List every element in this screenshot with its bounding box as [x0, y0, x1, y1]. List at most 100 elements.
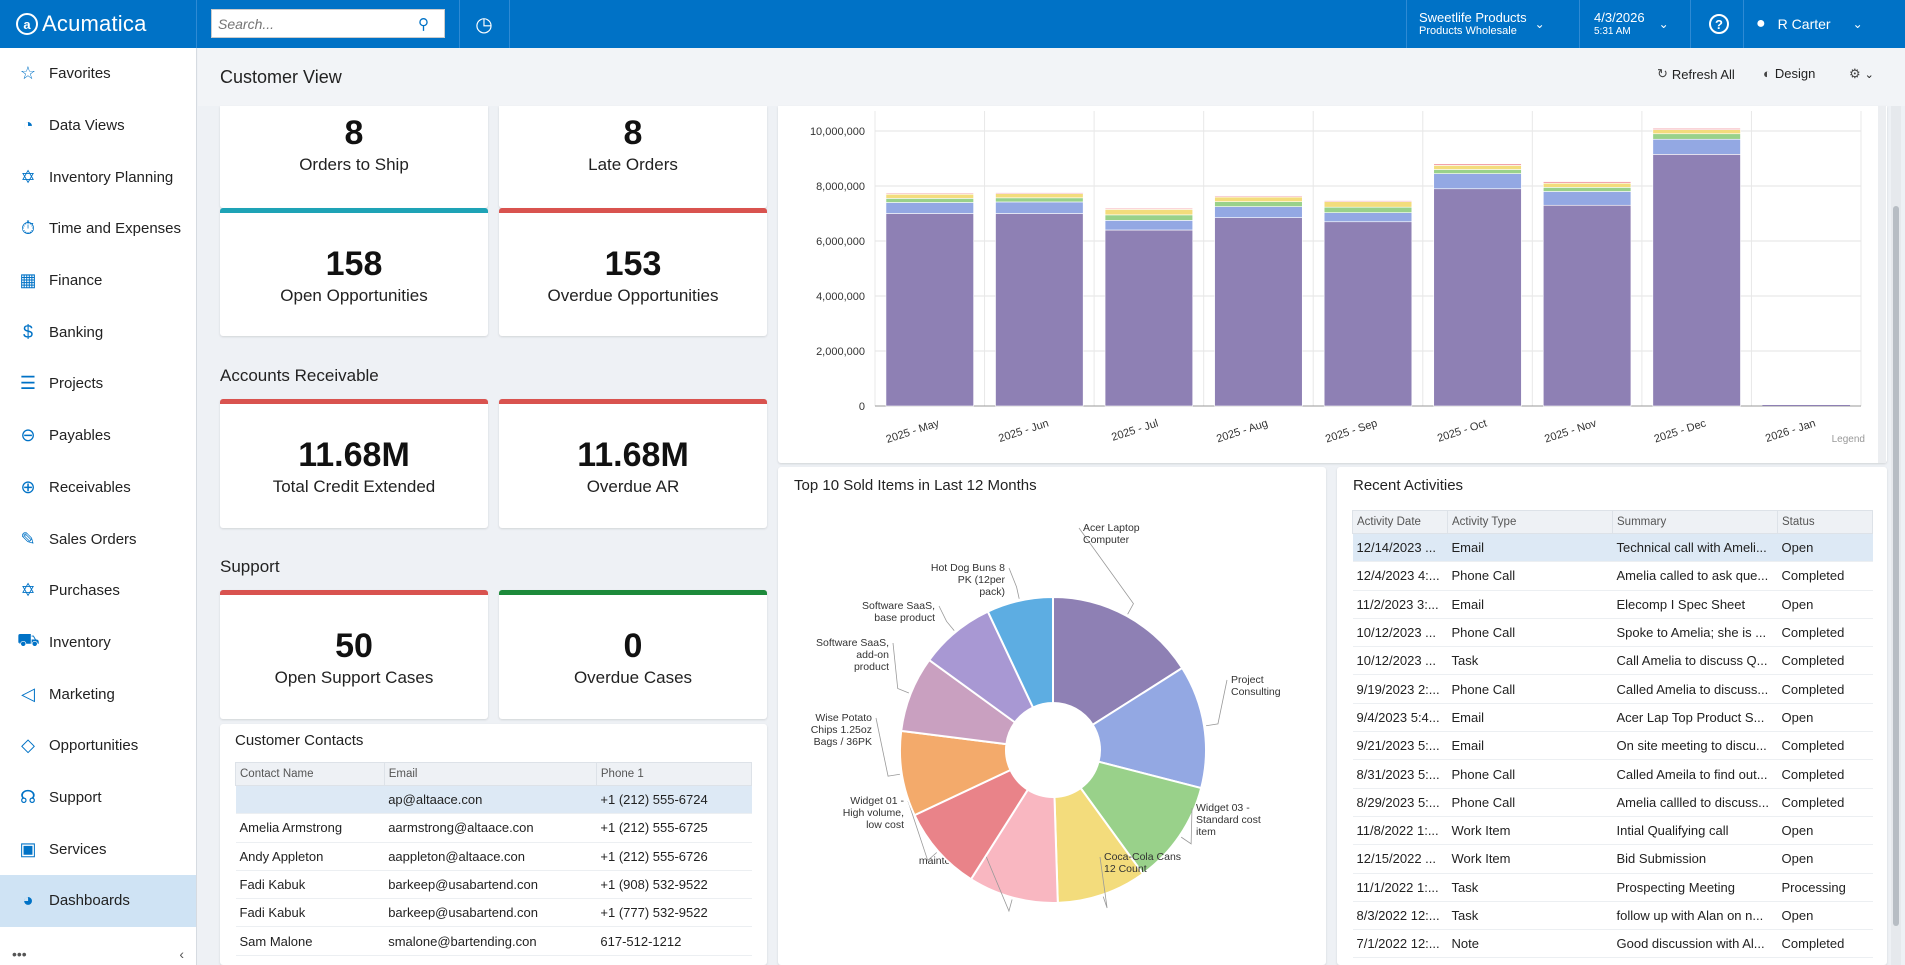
pie-slice[interactable]	[1091, 666, 1207, 790]
business-date-selector[interactable]: 4/3/2026 5:31 AM ⌄	[1580, 0, 1672, 48]
orders-to-ship-card[interactable]: 8 Orders to Ship	[220, 106, 488, 208]
bar-segment[interactable]	[885, 192, 974, 195]
bar-segment[interactable]	[1323, 200, 1413, 202]
bar-segment[interactable]	[1214, 195, 1303, 198]
company-selector[interactable]: Sweetlife Products Products Wholesale ⌄	[1407, 0, 1577, 48]
table-row[interactable]: 8/29/2023 5:... Phone Call Amelia callled …	[1352, 788, 1873, 817]
table-row[interactable]: 9/19/2023 2:... Phone Call Called Amelia t…	[1352, 674, 1873, 704]
bar-segment[interactable]	[1542, 187, 1632, 192]
sidebar-item-data-views[interactable]: ◔ Data Views	[0, 100, 196, 152]
bar-segment[interactable]	[885, 202, 974, 214]
table-row[interactable]: Fadi Kabuk barkeep@usabartend.con +1 (777)…	[235, 898, 752, 928]
sidebar-item-payables[interactable]: ⊖ Payables	[0, 410, 196, 462]
search-box[interactable]: ⚲	[211, 9, 445, 38]
bar-segment[interactable]	[1542, 182, 1632, 188]
late-orders-card[interactable]: 8 Late Orders	[499, 106, 767, 208]
sidebar-item-banking[interactable]: $ Banking	[0, 306, 196, 358]
table-row[interactable]: Amelia Armstrong aarmstrong@altaace.con +1…	[235, 813, 752, 843]
sidebar-item-sales-orders[interactable]: ✎ Sales Orders	[0, 513, 196, 565]
sidebar-item-purchases[interactable]: ✡ Purchases	[0, 565, 196, 617]
bar-segment[interactable]	[1762, 405, 1851, 406]
open-opportunities-card[interactable]: 158 Open Opportunities	[220, 208, 488, 336]
table-row[interactable]: 12/15/2022 ... Work Item Bid Submission Ope…	[1352, 844, 1873, 874]
bar-segment[interactable]	[1433, 188, 1522, 407]
table-row[interactable]: 9/4/2023 5:4... Email Acer Lap Top Product…	[1352, 703, 1873, 733]
column-header[interactable]: Activity Date	[1352, 510, 1448, 534]
table-row[interactable]: ap@altaace.con +1 (212) 555-6724	[235, 785, 752, 815]
total-credit-card[interactable]: 11.68M Total Credit Extended	[220, 399, 488, 528]
search-input[interactable]	[218, 15, 418, 32]
overdue-opportunities-card[interactable]: 153 Overdue Opportunities	[499, 208, 767, 336]
sidebar-item-receivables[interactable]: ⊕ Receivables	[0, 462, 196, 514]
help-button[interactable]: ?	[1700, 0, 1738, 48]
sidebar-item-dashboards[interactable]: ◕ Dashboards	[0, 875, 196, 927]
table-row[interactable]: Sam Malone smalone@bartending.con 617-512-…	[235, 926, 752, 956]
table-row[interactable]: Andy Appleton aappleton@altaace.con +1 (21…	[235, 842, 752, 871]
table-row[interactable]: 8/31/2023 5:... Phone Call Called Ameila t…	[1352, 759, 1873, 789]
table-row[interactable]: 9/21/2023 5:... Email On site meeting to d…	[1352, 731, 1873, 761]
column-header[interactable]: Status	[1777, 510, 1873, 534]
table-row[interactable]: 10/12/2023 ... Phone Call Spoke to Amelia;…	[1352, 618, 1873, 648]
sidebar-item-services[interactable]: ▣ Services	[0, 823, 196, 875]
bar-segment[interactable]	[1652, 129, 1741, 135]
history-button[interactable]: ◷	[460, 0, 508, 48]
sidebar-item-projects[interactable]: ☰ Projects	[0, 358, 196, 410]
sidebar-item-inventory[interactable]: ⛟ Inventory	[0, 617, 196, 669]
bar-segment[interactable]	[1104, 214, 1194, 221]
bar-segment[interactable]	[1652, 138, 1741, 155]
bar-segment[interactable]	[1433, 163, 1522, 166]
pie-slice[interactable]	[986, 595, 1054, 709]
search-icon[interactable]: ⚲	[418, 15, 429, 33]
table-row[interactable]: 10/12/2023 ... Task Call Amelia to discuss…	[1352, 646, 1873, 676]
settings-button[interactable]: ⚙ ⌄	[1849, 66, 1874, 82]
bar-segment[interactable]	[995, 193, 1084, 199]
more-icon[interactable]: •••	[12, 946, 27, 962]
bar-segment[interactable]	[1323, 212, 1413, 223]
bar-segment[interactable]	[995, 197, 1084, 203]
bar-segment[interactable]	[1214, 217, 1303, 407]
bar-segment[interactable]	[885, 213, 974, 407]
bar-segment[interactable]	[1323, 206, 1413, 213]
sidebar-item-opportunities[interactable]: ◇ Opportunities	[0, 720, 196, 772]
bar-segment[interactable]	[1104, 209, 1194, 216]
collapse-sidebar-icon[interactable]: ‹	[179, 946, 184, 962]
open-support-cases-card[interactable]: 50 Open Support Cases	[220, 590, 488, 719]
refresh-all-button[interactable]: ↻ Refresh All	[1657, 66, 1735, 82]
bar-segment[interactable]	[1542, 191, 1632, 206]
table-row[interactable]: 12/4/2023 4:... Phone Call Amelia called t…	[1352, 561, 1873, 591]
overdue-ar-card[interactable]: 11.68M Overdue AR	[499, 399, 767, 528]
column-header[interactable]: Phone 1	[595, 762, 753, 786]
pie-slice[interactable]	[1052, 595, 1184, 727]
bar-segment[interactable]	[995, 213, 1084, 407]
user-menu[interactable]: ● R Carter ⌄	[1756, 0, 1905, 48]
chart-scrollbar[interactable]	[1878, 106, 1886, 463]
bar-segment[interactable]	[885, 193, 974, 199]
bar-segment[interactable]	[1652, 154, 1741, 407]
design-button[interactable]: ◐ Design	[1763, 66, 1815, 81]
bar-segment[interactable]	[1323, 221, 1413, 407]
bar-segment[interactable]	[995, 201, 1084, 214]
bar-segment[interactable]	[1433, 169, 1522, 174]
bar-segment[interactable]	[1214, 196, 1303, 202]
page-scrollbar-thumb[interactable]	[1893, 206, 1899, 926]
bar-segment[interactable]	[1323, 201, 1413, 208]
acumatica-logo[interactable]: a Acumatica	[0, 0, 197, 48]
sidebar-item-support[interactable]: ☊ Support	[0, 772, 196, 824]
page-scrollbar[interactable]	[1891, 106, 1901, 965]
bar-segment[interactable]	[1104, 229, 1194, 407]
table-row[interactable]: Fadi Kabuk barkeep@usabartend.con +1 (908)…	[235, 870, 752, 900]
column-header[interactable]: Contact Name	[235, 762, 385, 786]
bar-segment[interactable]	[1542, 204, 1632, 407]
bar-segment[interactable]	[1104, 207, 1194, 210]
table-row[interactable]: 11/2/2023 3:... Email Elecomp I Spec Sheet…	[1352, 590, 1873, 619]
table-row[interactable]: 12/14/2023 ... Email Technical call with A…	[1352, 533, 1873, 563]
table-row[interactable]: 7/1/2022 12:... Note Good discussion with …	[1352, 929, 1873, 959]
sidebar-item-marketing[interactable]: ◁ Marketing	[0, 668, 196, 720]
bar-segment[interactable]	[1542, 181, 1632, 184]
bar-segment[interactable]	[1433, 173, 1522, 190]
bar-segment[interactable]	[995, 192, 1084, 194]
legend-toggle[interactable]: Legend	[1832, 434, 1865, 445]
sidebar-item-inventory-planning[interactable]: ✡ Inventory Planning	[0, 151, 196, 203]
sidebar-item-finance[interactable]: ▦ Finance	[0, 255, 196, 307]
sidebar-item-favorites[interactable]: ☆ Favorites	[0, 48, 196, 100]
